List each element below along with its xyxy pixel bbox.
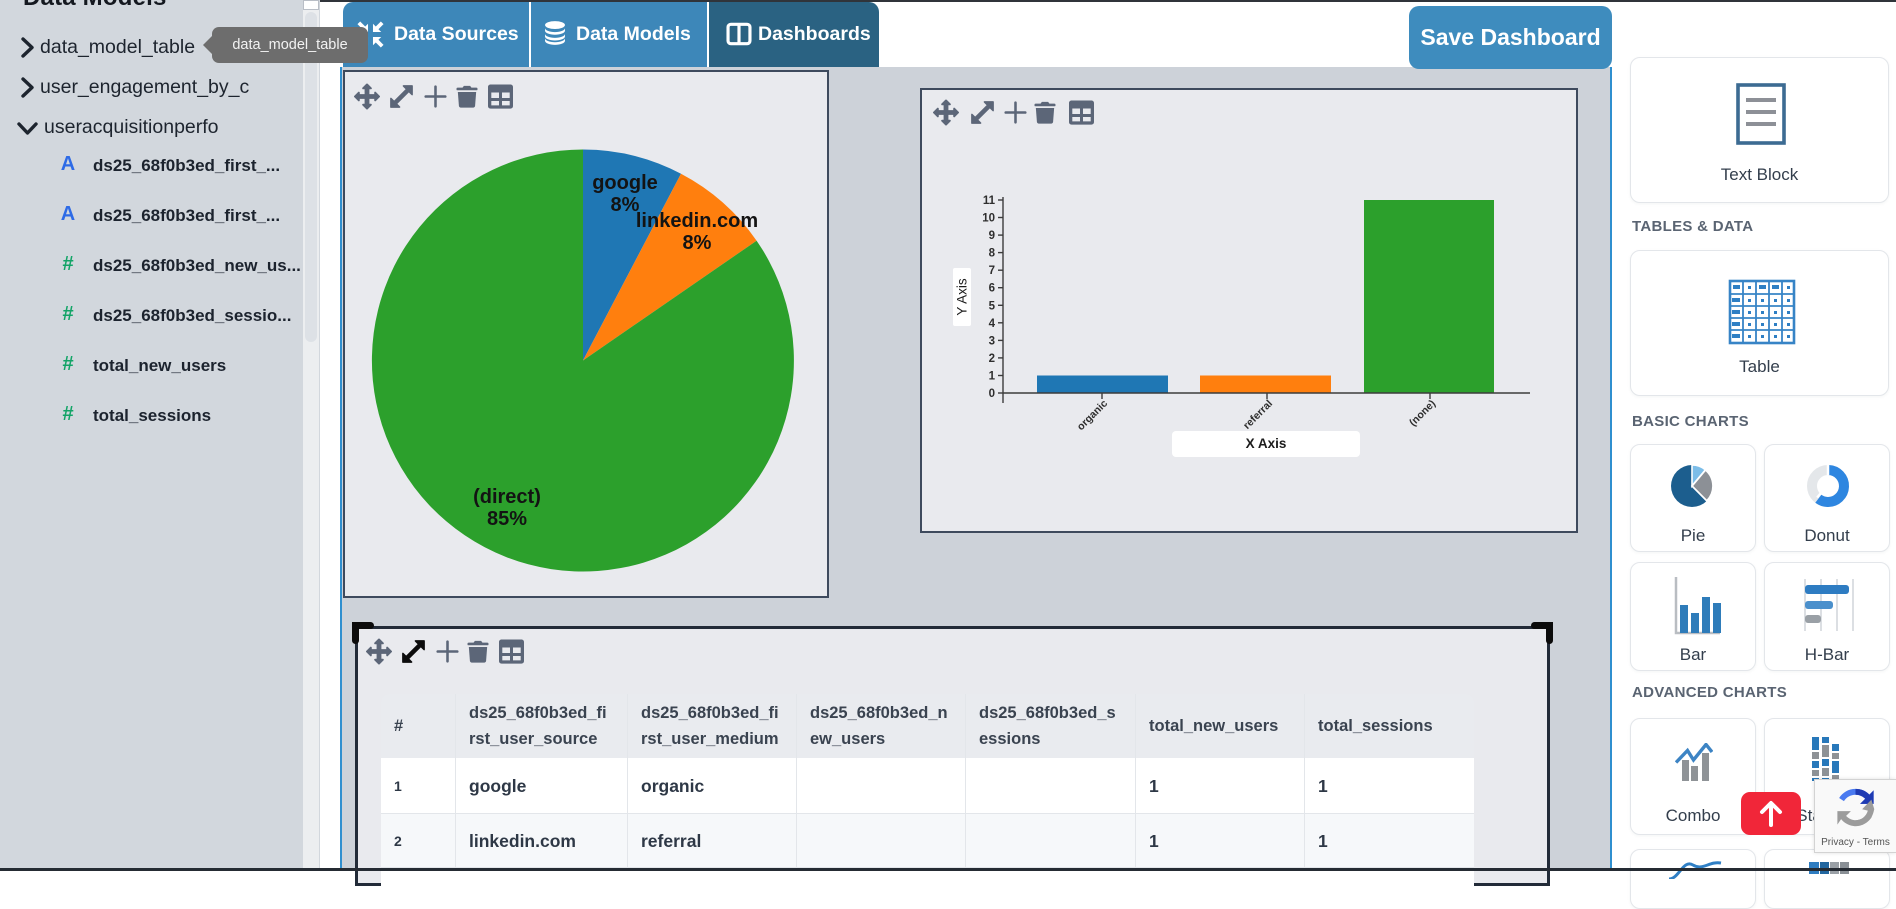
svg-text:0: 0 — [989, 388, 995, 400]
svg-text:organic: organic — [1075, 398, 1110, 433]
svg-text:10: 10 — [982, 213, 995, 225]
svg-text:referral: referral — [1241, 398, 1275, 432]
svg-text:Y Axis: Y Axis — [955, 278, 970, 316]
svg-text:8: 8 — [989, 248, 996, 260]
svg-text:4: 4 — [989, 318, 996, 330]
svg-text:2: 2 — [989, 353, 995, 365]
svg-text:6: 6 — [989, 283, 995, 295]
svg-text:11: 11 — [983, 195, 996, 207]
svg-text:1: 1 — [989, 371, 996, 383]
svg-text:5: 5 — [989, 300, 996, 312]
svg-text:X Axis: X Axis — [1246, 436, 1287, 451]
svg-text:7: 7 — [989, 265, 995, 277]
svg-text:(none): (none) — [1407, 398, 1438, 429]
svg-text:3: 3 — [989, 335, 995, 347]
svg-text:9: 9 — [989, 230, 995, 242]
